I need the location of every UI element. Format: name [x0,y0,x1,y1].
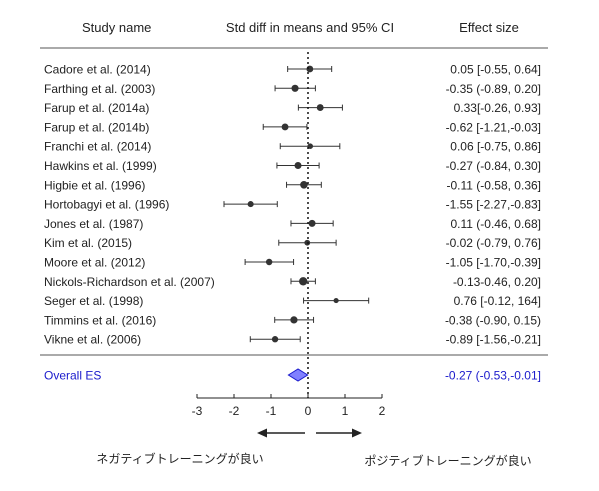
study-rows: Cadore et al. (2014) 0.05 [-0.55, 0.64] Fa… [44,63,541,347]
positive-arrow [316,428,362,438]
tick-label: 1 [342,404,349,418]
overall-diamond [287,368,309,382]
study-row: Farup et al. (2014a) 0.33[-0.26, 0.93] [44,101,541,115]
study-name: Franchi et al. (2014) [44,140,151,154]
effect-size-label: 0.05 [-0.55, 0.64] [450,63,541,77]
study-name: Kim et al. (2015) [44,236,132,250]
effect-point [247,201,254,208]
study-row: Cadore et al. (2014) 0.05 [-0.55, 0.64] [44,63,541,77]
effect-size-label: -0.11 (-0.58, 0.36] [447,178,542,192]
effect-size-label: -1.55 [-2.27,-0.83] [446,198,541,212]
effect-size-label: -0.89 [-1.56,-0.21] [446,333,541,347]
study-name: Jones et al. (1987) [44,217,143,231]
study-row: Farup et al. (2014b) -0.62 [-1.21,-0.03] [44,120,541,134]
study-name: Seger et al. (1998) [44,294,143,308]
positive-direction-label: ポジティブトレーニングが良い [364,453,531,468]
header-effect-size: Effect size [459,20,519,35]
study-row: Nickols-Richardson et al. (2007) -0.13-0.… [44,275,541,289]
negative-direction-label: ネガティブトレーニングが良い [96,451,263,466]
effect-size-label: -0.27 (-0.84, 0.30] [446,159,541,173]
effect-point [290,316,298,324]
effect-point [307,143,314,149]
study-row: Hawkins et al. (1999) -0.27 (-0.84, 0.30] [44,159,541,173]
study-name: Hawkins et al. (1999) [44,159,157,173]
effect-size-label: -0.35 (-0.89, 0.20] [446,82,541,96]
study-name: Vikne et al. (2006) [44,333,141,347]
effect-size-label: 0.33[-0.26, 0.93] [454,101,541,115]
effect-size-label: -0.02 (-0.79, 0.76] [446,236,541,250]
effect-point [308,219,316,227]
tick-label: 0 [305,404,312,418]
study-name: Cadore et al. (2014) [44,63,151,77]
study-name: Farup et al. (2014b) [44,120,149,134]
overall-es-name: Overall ES [44,369,101,383]
effect-size-label: 0.06 [-0.75, 0.86] [450,140,541,154]
effect-point [281,123,289,131]
effect-size-label: -0.62 [-1.21,-0.03] [446,120,541,134]
study-row: Timmins et al. (2016) -0.38 (-0.90, 0.15) [44,313,541,327]
study-name: Hortobagyi et al. (1996) [44,198,169,212]
x-axis: -3 -2 -1 0 1 2 [192,394,386,418]
study-name: Farthing et al. (2003) [44,82,155,96]
study-row: Farthing et al. (2003) -0.35 (-0.89, 0.20… [44,82,541,96]
tick-label: -1 [266,404,277,418]
tick-label: -3 [192,404,203,418]
header-plot-title: Std diff in means and 95% CI [226,20,394,35]
study-row: Jones et al. (1987) 0.11 (-0.46, 0.68] [44,217,541,231]
study-row: Vikne et al. (2006) -0.89 [-1.56,-0.21] [44,333,541,347]
effect-point [316,104,324,112]
effect-size-label: -1.05 [-1.70,-0.39] [446,256,541,270]
study-row: Hortobagyi et al. (1996) -1.55 [-2.27,-0.… [44,198,541,212]
effect-point [300,181,308,189]
effect-size-label: 0.11 (-0.46, 0.68] [450,217,541,231]
overall-row: Overall ES -0.27 (-0.53,-0.01] [44,368,541,383]
effect-point [298,277,308,286]
effect-size-label: 0.76 [-0.12, 164] [454,294,541,308]
tick-label: -2 [229,404,240,418]
overall-es-label: -0.27 (-0.53,-0.01] [445,369,541,383]
study-row: Franchi et al. (2014) 0.06 [-0.75, 0.86] [44,140,541,154]
study-row: Higbie et al. (1996) -0.11 (-0.58, 0.36] [44,178,541,192]
tick-label: 2 [379,404,386,418]
effect-size-label: -0.38 (-0.90, 0.15) [445,313,541,327]
study-name: Timmins et al. (2016) [44,313,156,327]
header-study-name: Study name [82,20,151,35]
effect-size-label: -0.13-0.46, 0.20] [453,275,541,289]
study-name: Moore et al. (2012) [44,256,145,270]
study-row: Moore et al. (2012) -1.05 [-1.70,-0.39] [44,256,541,270]
study-name: Higbie et al. (1996) [44,178,145,192]
effect-point [333,298,339,304]
effect-point [271,336,279,343]
study-row: Seger et al. (1998) 0.76 [-0.12, 164] [44,294,541,308]
effect-point [291,84,299,92]
effect-point [294,162,302,169]
study-name: Farup et al. (2014a) [44,101,149,115]
effect-point [265,258,273,266]
study-name: Nickols-Richardson et al. (2007) [44,275,215,289]
study-row: Kim et al. (2015) -0.02 (-0.79, 0.76] [44,236,541,250]
negative-arrow [257,428,305,438]
